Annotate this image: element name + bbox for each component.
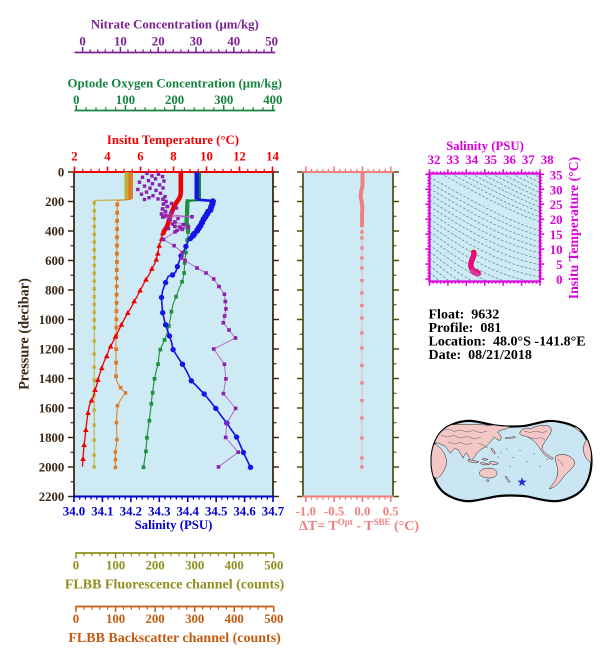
svg-text:ΔT= TOpt - TSBE (°C): ΔT= TOpt - TSBE (°C) <box>299 517 419 534</box>
svg-text:34.2: 34.2 <box>120 505 142 519</box>
svg-text:0: 0 <box>556 273 562 287</box>
svg-text:200: 200 <box>45 195 64 209</box>
svg-text:34.6: 34.6 <box>233 505 256 519</box>
svg-text:35: 35 <box>484 153 497 167</box>
svg-text:500: 500 <box>264 559 283 573</box>
svg-text:36: 36 <box>503 153 516 167</box>
svg-text:8: 8 <box>170 150 176 164</box>
svg-text:1000: 1000 <box>39 313 65 327</box>
svg-text:400: 400 <box>263 93 282 107</box>
svg-text:-1.0: -1.0 <box>296 505 316 519</box>
svg-text:FLBB Fluorescence channel (cou: FLBB Fluorescence channel (counts) <box>65 578 285 593</box>
svg-text:FLBB Backscatter channel (coun: FLBB Backscatter channel (counts) <box>68 631 281 646</box>
svg-text:10: 10 <box>200 150 213 164</box>
svg-text:Optode Oxygen Concentration (μ: Optode Oxygen Concentration (μm/kg) <box>68 77 283 91</box>
svg-text:37: 37 <box>522 153 535 167</box>
svg-text:5: 5 <box>556 258 562 272</box>
svg-text:Salinity (PSU): Salinity (PSU) <box>135 518 213 532</box>
svg-text:20: 20 <box>550 213 563 227</box>
svg-text:4: 4 <box>104 150 111 164</box>
svg-text:Float: 9632: Float: 9632 <box>429 307 500 322</box>
svg-text:2000: 2000 <box>39 461 65 475</box>
svg-text:-0.5: -0.5 <box>324 505 344 519</box>
svg-text:100: 100 <box>106 612 125 626</box>
svg-text:100: 100 <box>116 93 135 107</box>
svg-text:300: 300 <box>185 612 204 626</box>
svg-text:2: 2 <box>71 150 77 164</box>
svg-text:1200: 1200 <box>39 343 65 357</box>
svg-text:1800: 1800 <box>39 431 65 445</box>
svg-text:0: 0 <box>58 166 64 180</box>
svg-text:300: 300 <box>214 93 233 107</box>
svg-text:38: 38 <box>541 153 554 167</box>
svg-text:32: 32 <box>428 153 441 167</box>
svg-text:40: 40 <box>227 35 240 49</box>
svg-text:0.0: 0.0 <box>354 505 370 519</box>
svg-text:600: 600 <box>45 254 64 268</box>
svg-text:200: 200 <box>145 612 164 626</box>
svg-text:Salinity (PSU): Salinity (PSU) <box>446 139 524 153</box>
svg-text:0: 0 <box>79 35 85 49</box>
svg-text:Insitu Temperature (°C): Insitu Temperature (°C) <box>566 157 582 299</box>
svg-text:34: 34 <box>465 153 478 167</box>
svg-text:14: 14 <box>266 150 279 164</box>
svg-text:0.5: 0.5 <box>383 505 399 519</box>
svg-text:2200: 2200 <box>39 490 65 504</box>
svg-text:100: 100 <box>106 559 125 573</box>
svg-text:Pressure (decibar): Pressure (decibar) <box>17 278 33 390</box>
svg-text:Location: 48.0°S -141.8°E: Location: 48.0°S -141.8°E <box>429 334 586 349</box>
svg-text:400: 400 <box>225 612 244 626</box>
svg-text:6: 6 <box>137 150 144 164</box>
svg-text:Date: 08/21/2018: Date: 08/21/2018 <box>429 348 532 363</box>
svg-text:34.1: 34.1 <box>91 505 113 519</box>
svg-text:34.3: 34.3 <box>148 505 170 519</box>
svg-text:34.5: 34.5 <box>205 505 227 519</box>
svg-text:30: 30 <box>550 183 563 197</box>
svg-text:12: 12 <box>233 150 246 164</box>
svg-text:10: 10 <box>550 243 563 257</box>
svg-text:0: 0 <box>73 93 79 107</box>
svg-text:25: 25 <box>550 198 563 212</box>
svg-text:34.7: 34.7 <box>262 505 285 519</box>
svg-text:20: 20 <box>152 35 165 49</box>
svg-text:0: 0 <box>73 559 79 573</box>
svg-text:800: 800 <box>45 284 64 298</box>
svg-text:15: 15 <box>550 228 563 242</box>
svg-text:35: 35 <box>550 168 563 182</box>
svg-text:200: 200 <box>165 93 184 107</box>
svg-text:34.0: 34.0 <box>63 505 85 519</box>
svg-text:Profile: 081: Profile: 081 <box>429 321 502 336</box>
svg-text:500: 500 <box>264 612 283 626</box>
svg-text:400: 400 <box>45 225 64 239</box>
svg-text:1600: 1600 <box>39 402 65 416</box>
svg-text:10: 10 <box>114 35 127 49</box>
svg-text:33: 33 <box>447 153 460 167</box>
svg-text:Nitrate Concentration (μm/kg): Nitrate Concentration (μm/kg) <box>91 18 259 32</box>
svg-text:300: 300 <box>185 559 204 573</box>
svg-text:200: 200 <box>145 559 164 573</box>
svg-text:50: 50 <box>265 35 278 49</box>
svg-text:1400: 1400 <box>39 372 65 386</box>
svg-text:400: 400 <box>225 559 244 573</box>
svg-text:0: 0 <box>73 612 79 626</box>
svg-text:Insitu Temperature (°C): Insitu Temperature (°C) <box>107 133 239 147</box>
svg-text:34.4: 34.4 <box>176 505 199 519</box>
svg-text:30: 30 <box>190 35 203 49</box>
